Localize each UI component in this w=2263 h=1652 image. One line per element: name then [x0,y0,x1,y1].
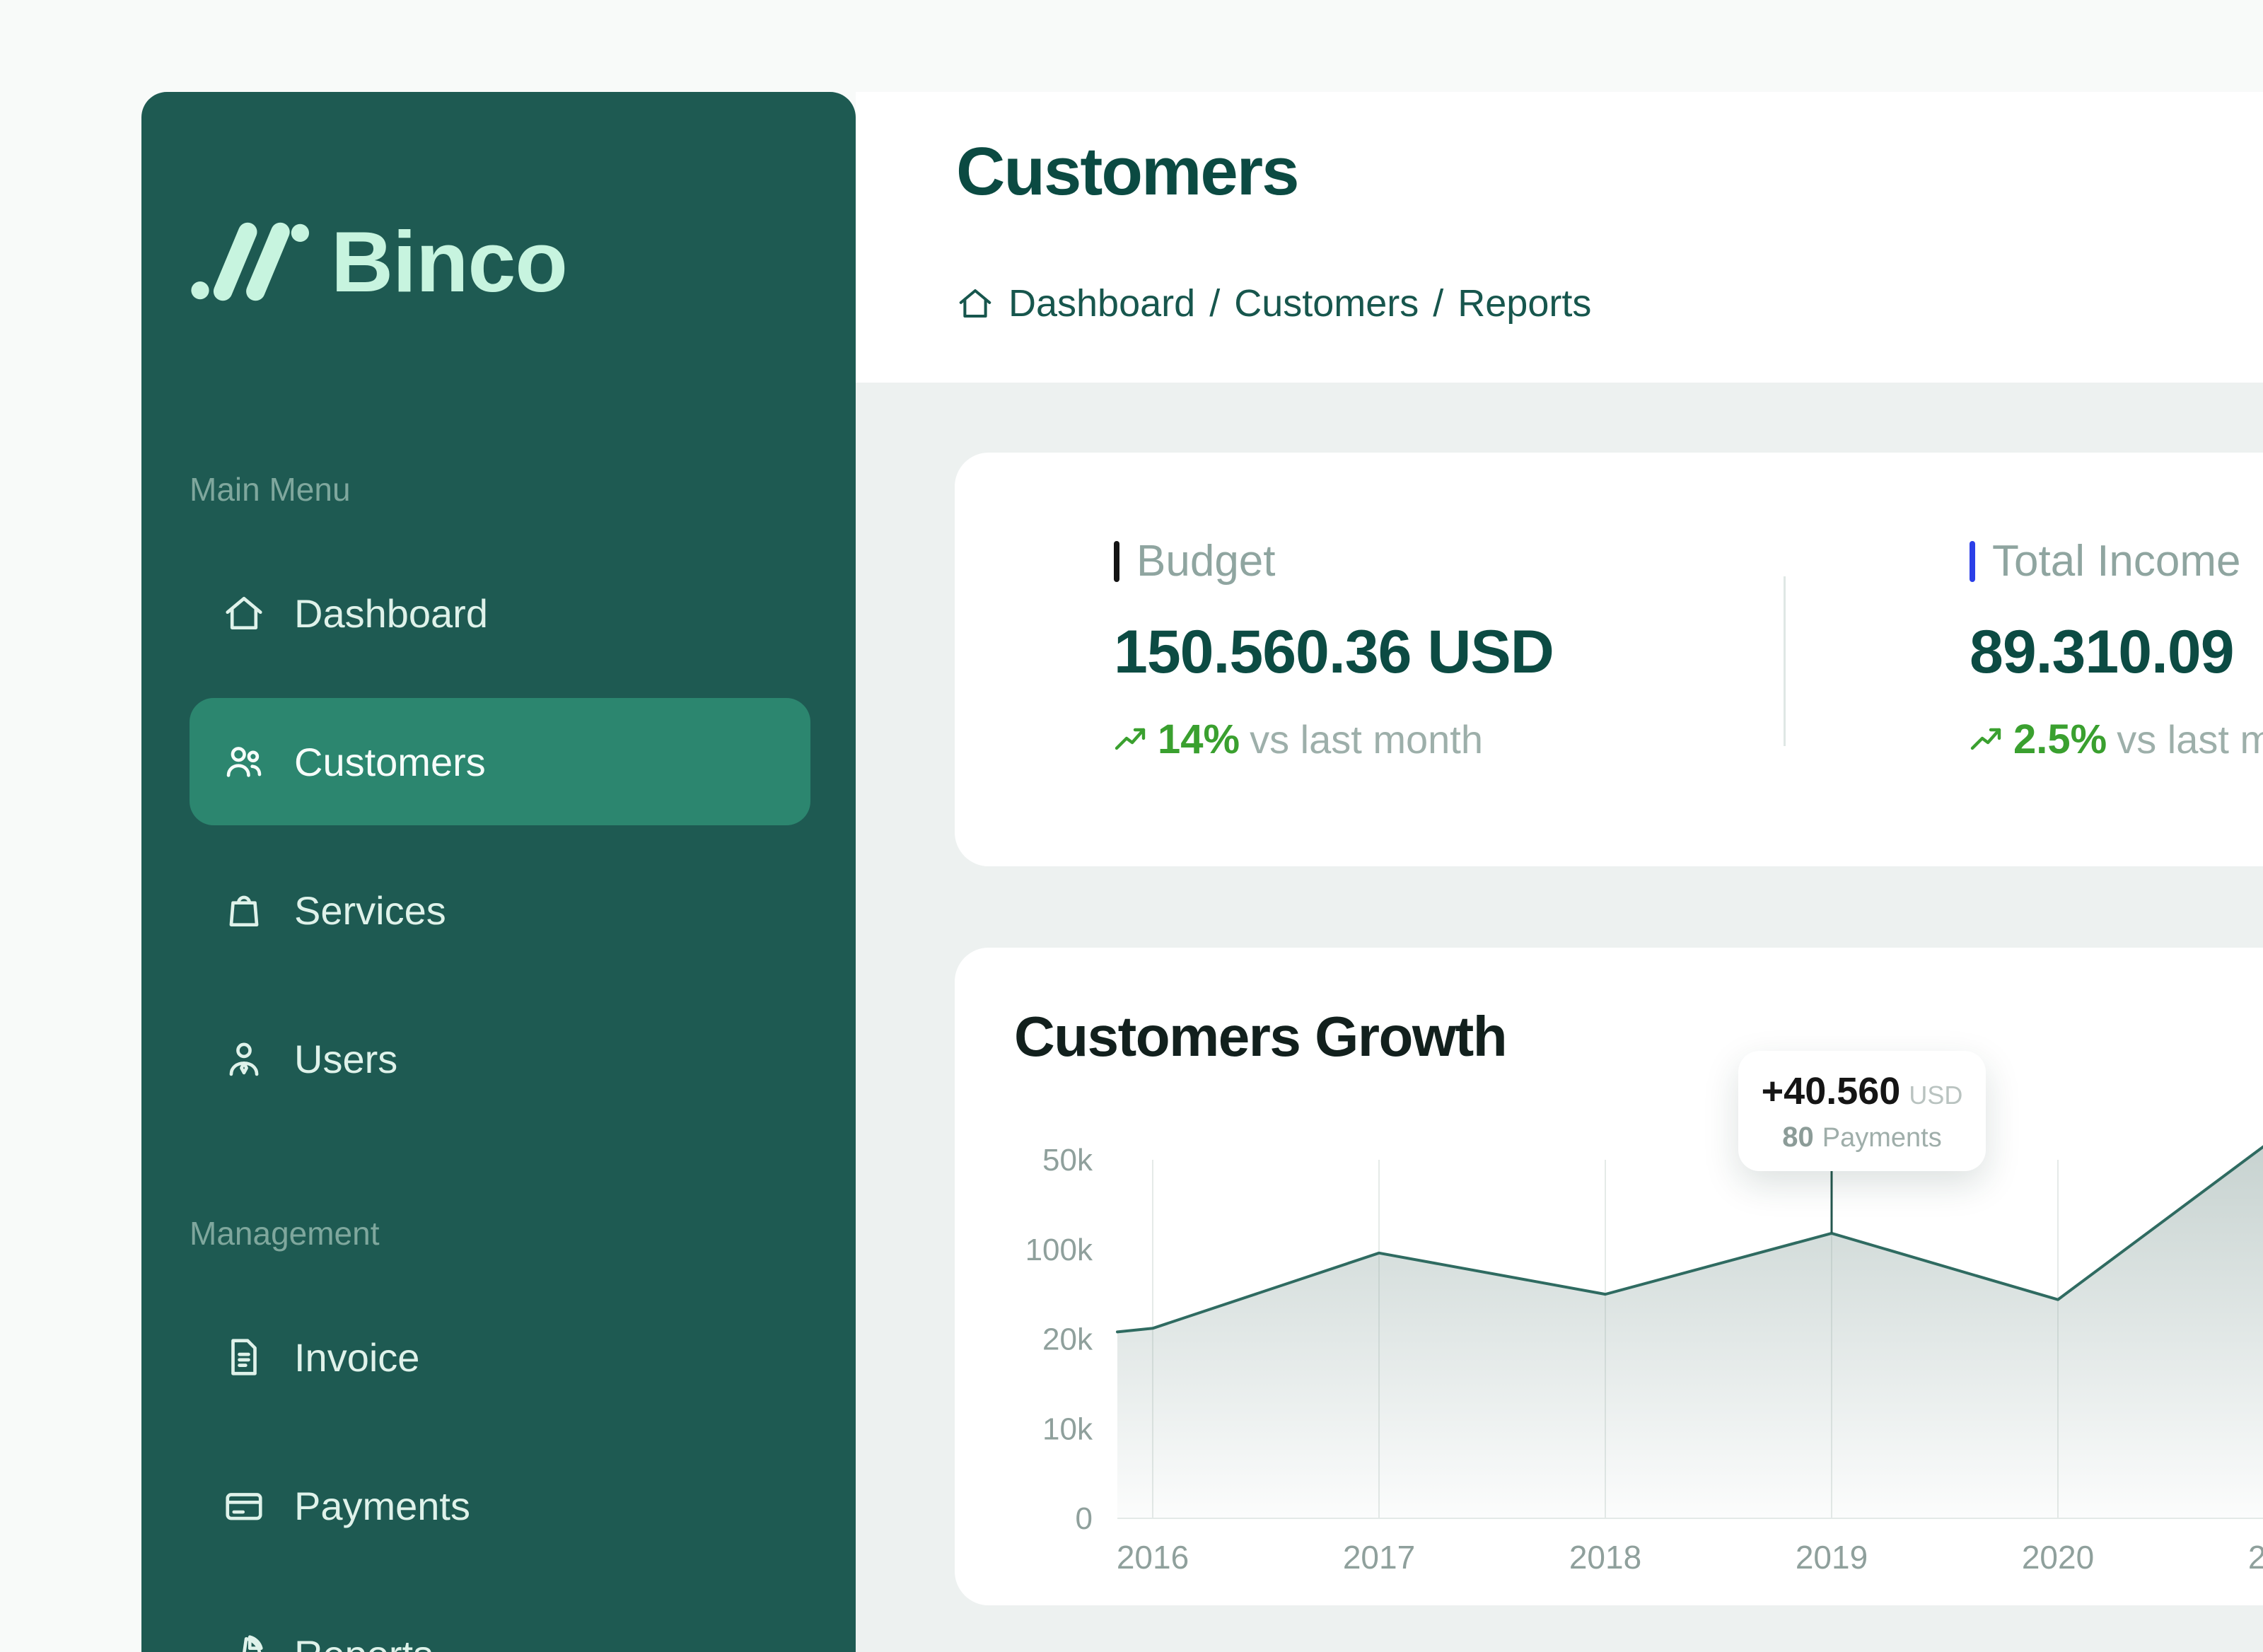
sidebar-item-users[interactable]: Users [190,995,810,1122]
brand-name: Binco [331,214,568,310]
chart-title: Customers Growth [1014,1005,1508,1068]
svg-text:0: 0 [1076,1501,1093,1536]
tooltip-value-row: +40.560 USD [1762,1069,1963,1113]
sidebar-item-label: Customers [294,739,486,784]
svg-text:100k: 100k [1025,1233,1093,1267]
trend-up-icon [1115,728,1146,750]
stat-budget-label-row: Budget [1114,536,1554,586]
home-icon[interactable] [956,284,994,322]
tooltip-count-label: Payments [1822,1122,1942,1153]
brand-logo[interactable]: Binco [190,212,810,311]
payments-icon [226,1493,262,1520]
trend-percent: 14% [1158,716,1240,762]
tooltip-unit: USD [1909,1080,1963,1110]
sidebar-item-label: Invoice [294,1334,420,1380]
stat-income-value: 89.310.09 [1970,618,2235,686]
sidebar-item-payments[interactable]: Payments [190,1442,810,1569]
stat-budget-value: 150.560.36 USD [1114,618,1554,686]
sidebar-item-label: Services [294,888,446,933]
trend-suffix: vs last month [2117,717,2263,762]
sidebar-item-dashboard[interactable]: Dashboard [190,549,810,677]
services-icon [229,895,259,926]
stats-divider [1784,576,1786,746]
sidebar-item-label: Dashboard [294,591,488,636]
chart-tooltip: +40.560 USD 80 Payments [1738,1051,1986,1171]
customers-growth-card: Customers Growth +40.560 USD 80 Payments… [955,948,2263,1605]
trend-suffix: vs last month [1250,717,1483,762]
stat-label: Total Income [1992,537,2241,586]
svg-text:10k: 10k [1042,1412,1093,1446]
sidebar: Binco Main Menu Dashboard Customers Serv… [141,92,856,1652]
svg-text:2018: 2018 [1569,1539,1641,1576]
tooltip-count-row: 80 Payments [1782,1122,1941,1153]
sidebar-item-customers[interactable]: Customers [190,698,810,825]
sidebar-item-invoice[interactable]: Invoice [190,1293,810,1421]
breadcrumb-separator: / [1209,282,1221,325]
stat-income-label-row: Total Income [1970,536,2263,586]
customers-icon [226,747,262,777]
breadcrumb-item-dashboard[interactable]: Dashboard [1008,282,1196,325]
page-title: Customers [956,134,1299,209]
svg-text:2016: 2016 [1117,1539,1189,1576]
sidebar-menu-management: Invoice Payments Reports [190,1293,810,1652]
breadcrumb-item-customers[interactable]: Customers [1234,282,1419,325]
sidebar-item-services[interactable]: Services [190,847,810,974]
header-area [856,92,2263,383]
users-icon [229,1042,259,1076]
sidebar-item-label: Reports [294,1631,433,1652]
stat-total-income: Total Income 89.310.09 2.5% vs last mont… [1970,536,2263,763]
stat-label: Budget [1136,537,1276,586]
svg-text:2021: 2021 [2248,1539,2263,1576]
tooltip-count: 80 [1782,1121,1814,1153]
svg-text:2019: 2019 [1796,1539,1868,1576]
sidebar-section-label-main: Main Menu [190,471,351,508]
sidebar-menu-main: Dashboard Customers Services Users [190,549,810,1144]
invoice-icon [231,1339,257,1375]
breadcrumb-separator: / [1433,282,1444,325]
sidebar-section-label-management: Management [190,1215,380,1252]
sidebar-item-label: Payments [294,1483,470,1528]
svg-text:2017: 2017 [1343,1539,1415,1576]
breadcrumb: Dashboard / Customers / Reports [956,281,1591,325]
breadcrumb-item-reports[interactable]: Reports [1458,282,1592,325]
svg-text:20k: 20k [1042,1322,1093,1357]
trend-up-icon [1970,728,2001,750]
stat-accent-bar [1114,540,1119,582]
sidebar-item-label: Users [294,1036,398,1081]
tooltip-value: +40.560 [1761,1069,1901,1112]
stat-income-trend: 2.5% vs last month [1970,716,2263,763]
growth-chart[interactable]: 50k 100k 20k 10k 0 2016 2017 2018 2019 2020 2021 [955,948,2263,1605]
sidebar-item-reports[interactable]: Reports [190,1590,810,1652]
trend-percent: 2.5% [2013,716,2107,762]
stat-budget-trend: 14% vs last month [1114,716,1554,763]
stat-accent-bar [1970,540,1975,582]
reports-icon [243,1635,263,1652]
stat-budget: Budget 150.560.36 USD 14% vs last month [1114,536,1554,763]
stats-card: Budget 150.560.36 USD 14% vs last month … [955,453,2263,866]
home-icon [226,597,262,629]
svg-text:2020: 2020 [2022,1539,2094,1576]
svg-text:50k: 50k [1042,1143,1093,1177]
binco-logo-icon [191,222,309,301]
